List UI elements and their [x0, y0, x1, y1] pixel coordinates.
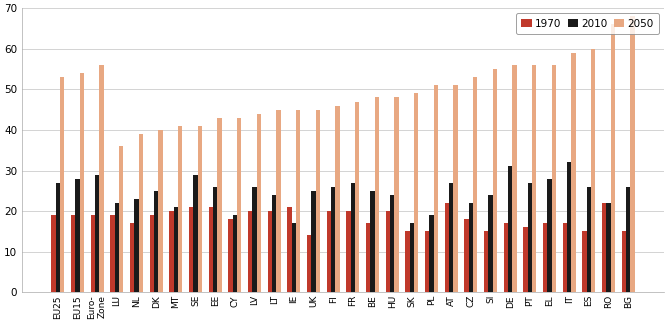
Bar: [430, 215, 434, 292]
Bar: [331, 187, 335, 292]
Bar: [174, 207, 178, 292]
Bar: [198, 126, 202, 292]
Bar: [434, 85, 438, 292]
Bar: [552, 65, 556, 292]
Bar: [385, 211, 390, 292]
Bar: [425, 231, 430, 292]
Bar: [602, 203, 607, 292]
Bar: [95, 175, 100, 292]
Bar: [409, 223, 414, 292]
Bar: [253, 187, 257, 292]
Bar: [232, 215, 237, 292]
Bar: [79, 73, 84, 292]
Bar: [178, 126, 182, 292]
Bar: [213, 187, 217, 292]
Bar: [493, 69, 497, 292]
Legend: 1970, 2010, 2050: 1970, 2010, 2050: [516, 13, 659, 34]
Bar: [414, 93, 418, 292]
Bar: [307, 235, 311, 292]
Bar: [75, 179, 79, 292]
Bar: [370, 191, 375, 292]
Bar: [51, 215, 55, 292]
Bar: [528, 183, 532, 292]
Bar: [169, 211, 174, 292]
Bar: [473, 77, 478, 292]
Bar: [150, 215, 154, 292]
Bar: [454, 85, 458, 292]
Bar: [488, 195, 493, 292]
Bar: [508, 166, 512, 292]
Bar: [351, 183, 355, 292]
Bar: [335, 106, 339, 292]
Bar: [484, 231, 488, 292]
Bar: [257, 114, 261, 292]
Bar: [449, 183, 454, 292]
Bar: [208, 207, 213, 292]
Bar: [316, 109, 320, 292]
Bar: [193, 175, 198, 292]
Bar: [626, 187, 631, 292]
Bar: [158, 130, 162, 292]
Bar: [607, 203, 611, 292]
Bar: [268, 211, 272, 292]
Bar: [154, 191, 158, 292]
Bar: [567, 162, 571, 292]
Bar: [237, 118, 241, 292]
Bar: [311, 191, 316, 292]
Bar: [130, 223, 134, 292]
Bar: [272, 195, 277, 292]
Bar: [115, 203, 119, 292]
Bar: [189, 207, 193, 292]
Bar: [55, 183, 60, 292]
Bar: [587, 187, 591, 292]
Bar: [464, 219, 469, 292]
Bar: [591, 49, 595, 292]
Bar: [375, 98, 379, 292]
Bar: [445, 203, 449, 292]
Bar: [277, 109, 281, 292]
Bar: [394, 98, 399, 292]
Bar: [110, 215, 115, 292]
Bar: [523, 227, 528, 292]
Bar: [582, 231, 587, 292]
Bar: [611, 25, 615, 292]
Bar: [571, 53, 576, 292]
Bar: [346, 211, 351, 292]
Bar: [287, 207, 292, 292]
Bar: [327, 211, 331, 292]
Bar: [504, 223, 508, 292]
Bar: [134, 199, 139, 292]
Bar: [228, 219, 232, 292]
Bar: [547, 179, 552, 292]
Bar: [91, 215, 95, 292]
Bar: [248, 211, 253, 292]
Bar: [562, 223, 567, 292]
Bar: [100, 65, 104, 292]
Bar: [512, 65, 516, 292]
Bar: [139, 134, 143, 292]
Bar: [390, 195, 394, 292]
Bar: [543, 223, 547, 292]
Bar: [631, 16, 635, 292]
Bar: [296, 109, 301, 292]
Bar: [119, 146, 124, 292]
Bar: [622, 231, 626, 292]
Bar: [292, 223, 296, 292]
Bar: [60, 77, 64, 292]
Bar: [532, 65, 536, 292]
Bar: [405, 231, 409, 292]
Bar: [71, 215, 75, 292]
Bar: [366, 223, 370, 292]
Bar: [217, 118, 222, 292]
Bar: [469, 203, 473, 292]
Bar: [355, 101, 359, 292]
